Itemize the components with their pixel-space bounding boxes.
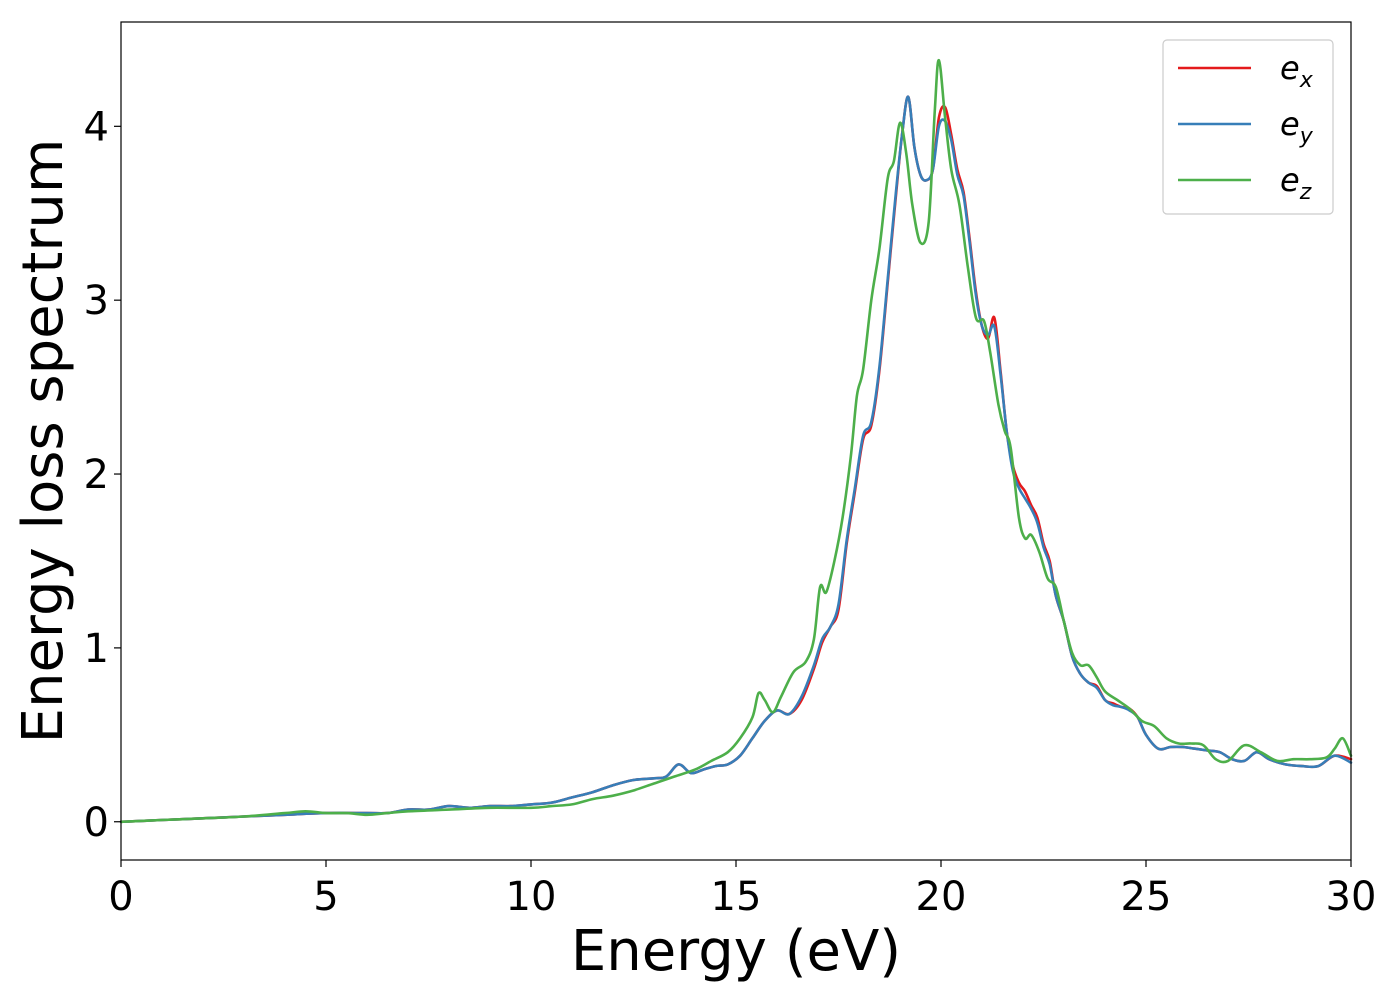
x-axis: 0 5 10 15 20 25 30 bbox=[108, 860, 1376, 920]
x-tick-label: 15 bbox=[711, 874, 762, 920]
series-line-z bbox=[119, 58, 1353, 824]
y-tick-label: 4 bbox=[84, 104, 109, 150]
legend: ex ey ez bbox=[1162, 39, 1334, 215]
plot-area bbox=[121, 22, 1351, 860]
x-tick-label: 30 bbox=[1326, 874, 1377, 920]
legend-label-z: ez bbox=[1280, 161, 1312, 205]
y-axis: 0 1 2 3 4 bbox=[84, 104, 121, 846]
legend-label-x: ex bbox=[1280, 49, 1314, 93]
x-axis-label: Energy (eV) bbox=[571, 919, 901, 984]
y-axis-label: Energy loss spectrum bbox=[11, 139, 76, 744]
y-tick-label: 3 bbox=[84, 278, 109, 324]
x-tick-label: 25 bbox=[1121, 874, 1172, 920]
x-tick-label: 5 bbox=[313, 874, 338, 920]
y-tick-label: 0 bbox=[84, 800, 109, 846]
y-tick-label: 1 bbox=[84, 626, 109, 672]
y-tick-label: 2 bbox=[84, 452, 109, 498]
series-layer bbox=[119, 58, 1353, 824]
x-tick-label: 0 bbox=[108, 874, 133, 920]
legend-box bbox=[1162, 39, 1334, 215]
legend-label-y: ey bbox=[1280, 105, 1314, 149]
x-tick-label: 10 bbox=[506, 874, 557, 920]
x-tick-label: 20 bbox=[916, 874, 967, 920]
